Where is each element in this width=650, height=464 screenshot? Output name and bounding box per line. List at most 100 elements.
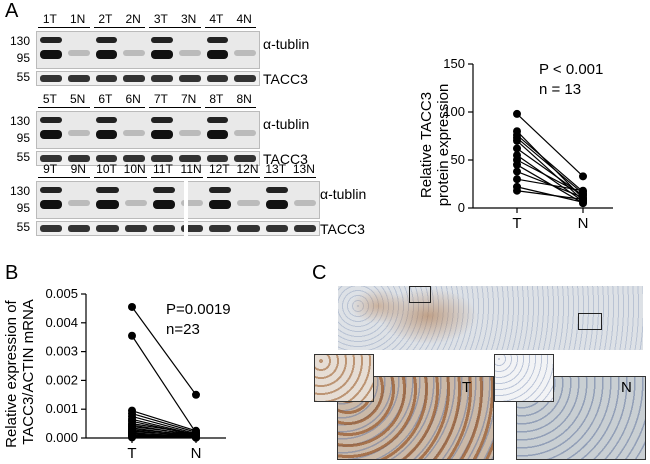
band [123, 75, 145, 82]
band [40, 37, 62, 43]
mw-marker: 130 [8, 34, 30, 48]
lane-label: 12N [233, 162, 261, 176]
band [153, 225, 175, 232]
data-point-normal [579, 187, 587, 195]
lane-label: 7N [175, 92, 203, 106]
band [234, 130, 256, 136]
band [151, 37, 173, 43]
lane-label: 3T [147, 12, 175, 26]
lane-underline [94, 107, 146, 108]
band [151, 75, 173, 82]
annotation-n: n = 13 [539, 81, 581, 98]
band [266, 225, 288, 232]
band [68, 50, 90, 56]
mw-marker: 95 [8, 131, 30, 145]
protein-expression-chart: Relative TACC3protein expression P < 0.0… [405, 50, 645, 260]
panel-a-letter: A [5, 0, 18, 23]
protein-label: α-tublin [263, 36, 309, 52]
band [123, 130, 145, 136]
band [207, 155, 229, 162]
band [234, 50, 256, 56]
data-point-tumor [513, 137, 521, 145]
blot-membrane-top [36, 31, 260, 69]
band [96, 117, 118, 123]
band [237, 225, 259, 232]
band [179, 50, 201, 56]
band [96, 37, 118, 43]
band [40, 117, 62, 123]
mw-marker: 95 [8, 51, 30, 65]
protein-label: α-tublin [320, 186, 366, 202]
band [234, 75, 256, 82]
band [153, 200, 175, 209]
band [151, 155, 173, 162]
band [266, 187, 288, 193]
lane-label: 6T [92, 92, 120, 106]
band [40, 155, 62, 162]
lane-label: 10N [121, 162, 149, 176]
band [68, 200, 90, 206]
band [96, 225, 118, 232]
y-tick-label: 0.003 [45, 344, 78, 359]
data-point-tumor [513, 110, 521, 118]
y-tick-label: 150 [443, 56, 465, 71]
lane-label: 9T [36, 162, 64, 176]
band [234, 155, 256, 162]
data-point-tumor [513, 187, 521, 195]
band [209, 225, 231, 232]
lane-underline [151, 177, 203, 178]
band [125, 200, 147, 206]
y-tick-label: 0.004 [45, 315, 78, 330]
lane-label: 5T [36, 92, 64, 106]
lane-label: 6N [119, 92, 147, 106]
lane-underline [38, 107, 90, 108]
lane-label: 2N [119, 12, 147, 26]
lane-label: 9N [64, 162, 92, 176]
lane-underline [207, 177, 259, 178]
band [266, 200, 288, 209]
lane-label: 7T [147, 92, 175, 106]
data-point-tumor [128, 332, 136, 340]
lane-underline [205, 27, 257, 28]
mw-marker: 130 [8, 114, 30, 128]
x-category-label: N [191, 445, 202, 462]
band [151, 130, 173, 139]
y-tick-label: 0 [458, 200, 465, 215]
x-category-label: T [127, 445, 136, 462]
lane-underline [149, 27, 201, 28]
band [68, 75, 90, 82]
lane-label: 2T [92, 12, 120, 26]
lane-label: 4N [230, 12, 258, 26]
lane-underline [38, 177, 90, 178]
mw-marker: 55 [8, 70, 30, 84]
band [207, 117, 229, 123]
band [96, 155, 118, 162]
data-point-normal [579, 172, 587, 180]
band [207, 75, 229, 82]
band [207, 50, 229, 59]
lane-label: 11N [177, 162, 205, 176]
protein-label: α-tublin [263, 116, 309, 132]
blot-membrane-top [36, 181, 320, 219]
band [40, 225, 62, 232]
band [96, 75, 118, 82]
band [207, 130, 229, 139]
band [237, 200, 259, 206]
mw-marker: 55 [8, 150, 30, 164]
y-tick-label: 0.001 [45, 401, 78, 416]
blot-membrane-top [36, 111, 260, 149]
lane-label: 8N [230, 92, 258, 106]
data-point-normal [192, 391, 200, 399]
band [207, 37, 229, 43]
lane-label: 13N [290, 162, 318, 176]
data-point-tumor [128, 303, 136, 311]
mw-marker: 55 [8, 220, 30, 234]
lane-label: 1T [36, 12, 64, 26]
band [294, 200, 316, 206]
band [179, 155, 201, 162]
ihc-normal-inset [494, 354, 554, 402]
band [151, 50, 173, 59]
data-point-tumor [513, 168, 521, 176]
lane-label: 12T [205, 162, 233, 176]
band [125, 225, 147, 232]
